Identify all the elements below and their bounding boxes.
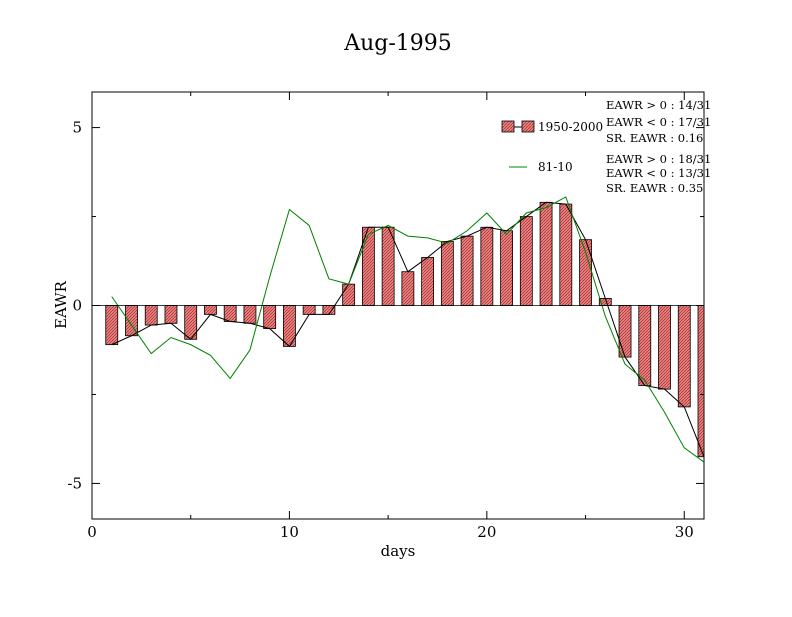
bar-day-29 <box>658 305 671 390</box>
bar-day-30 <box>677 305 691 408</box>
x-tick-label: 30 <box>675 523 694 541</box>
y-tick-label: -5 <box>67 474 82 492</box>
legend-bar-swatch-right <box>521 120 535 133</box>
bar-day-7 <box>223 305 237 322</box>
stats-2-neg: EAWR < 0 : 13/31 <box>606 166 711 180</box>
legend: 1950-2000 81-10 <box>501 120 603 174</box>
bar-day-6 <box>204 305 217 315</box>
x-axis-label: days <box>381 542 416 560</box>
x-tick-label: 20 <box>477 523 496 541</box>
stats-2-sr: SR. EAWR : 0.35 <box>606 181 703 195</box>
bar-day-21 <box>500 230 513 306</box>
bar-day-25 <box>579 239 592 306</box>
legend-label-81-10: 81-10 <box>538 160 573 174</box>
chart-title: Aug-1995 <box>343 31 452 56</box>
legend-bar-swatch-left <box>501 120 515 133</box>
bar-day-9 <box>263 305 277 330</box>
bar-day-31 <box>697 305 705 458</box>
bar-day-19 <box>460 235 474 306</box>
bar-day-3 <box>144 305 158 326</box>
stats-2-pos: EAWR > 0 : 18/31 <box>606 152 711 166</box>
y-axis-label: EAWR <box>52 280 70 329</box>
ticks-layer: 0 10 20 30 -5 0 5 <box>67 92 704 541</box>
bar-day-15 <box>381 226 395 306</box>
stats-1-sr: SR. EAWR : 0.16 <box>606 131 703 145</box>
bar-day-13 <box>342 283 356 306</box>
legend-label-1950-2000: 1950-2000 <box>538 120 603 134</box>
bar-day-24 <box>559 203 573 306</box>
bar-day-28 <box>638 305 652 386</box>
bar-day-20 <box>480 226 494 306</box>
bar-day-4 <box>164 305 178 324</box>
x-tick-label: 0 <box>87 523 97 541</box>
stats-1-pos: EAWR > 0 : 14/31 <box>606 98 711 112</box>
stats-1-neg: EAWR < 0 : 17/31 <box>606 115 711 129</box>
bar-day-16 <box>401 271 415 306</box>
bar-day-22 <box>519 216 533 306</box>
stats-annotations: EAWR > 0 : 14/31 EAWR < 0 : 17/31 SR. EA… <box>606 98 711 195</box>
series-line-1950-2000 <box>111 201 705 457</box>
bar-day-27 <box>618 305 632 358</box>
lines-layer <box>111 196 705 463</box>
bars-layer <box>105 201 705 458</box>
bar-day-12 <box>322 305 336 315</box>
bar-day-23 <box>539 201 553 306</box>
bar-day-8 <box>243 305 257 324</box>
bar-day-11 <box>302 305 316 315</box>
y-tick-label: 0 <box>72 297 82 315</box>
x-tick-label: 10 <box>280 523 299 541</box>
series-line-81-10 <box>111 196 705 463</box>
y-tick-label: 5 <box>72 119 82 137</box>
bar-day-17 <box>421 257 435 306</box>
bar-day-1 <box>105 305 119 346</box>
bar-day-18 <box>440 241 454 306</box>
